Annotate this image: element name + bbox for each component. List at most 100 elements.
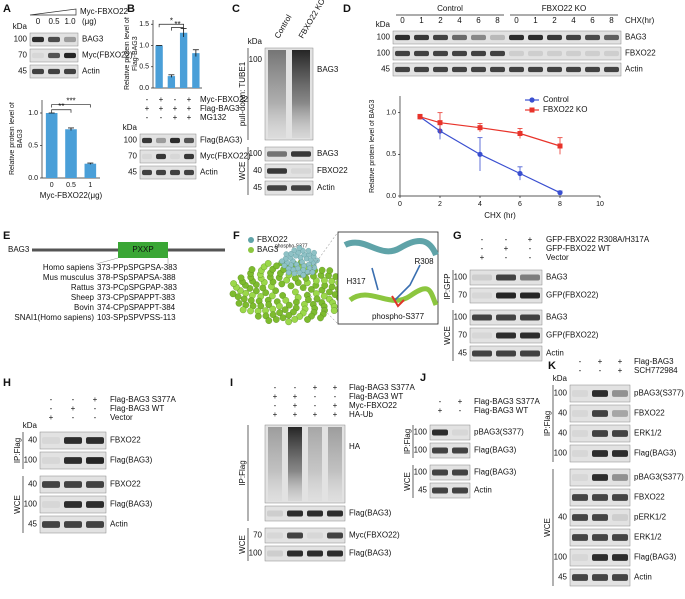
structure-atom [247,307,254,315]
band [509,34,524,41]
bar [155,45,163,88]
band [327,510,343,517]
band [64,501,82,508]
band [528,66,543,73]
condition-sign: - [529,253,532,262]
band [414,34,429,41]
blot [264,527,346,544]
band [48,36,60,43]
band [42,481,60,488]
blot-label: FBXO22 [634,409,665,418]
condition-sign: 0 [514,16,519,25]
x-axis-label: Myc-FBXO22(μg) [40,191,103,200]
band [432,447,448,454]
group-label: IP:Flag [543,411,552,436]
structure-atom [314,257,320,264]
blot-label: Flag(BAG3) [200,136,243,145]
band [432,487,448,494]
band [184,153,194,160]
x-tick-label: 2 [438,201,442,208]
structure-atom [265,301,273,309]
band [170,153,180,160]
band [612,514,628,521]
condition-sign: + [313,383,318,392]
condition-sign: 8 [609,16,614,25]
band [267,151,287,157]
structure-atom [285,269,292,276]
phospho-group [391,295,405,308]
band [42,437,60,444]
band [592,430,608,437]
x-tick-label: 8 [558,201,562,208]
band [395,66,410,73]
condition-label: Myc-FBXO22 [200,95,249,104]
bar [65,129,77,178]
blot [264,163,314,179]
band [433,50,448,57]
band [291,151,311,157]
band [452,50,467,57]
condition-label: SCH772984 [634,366,678,375]
x-tick-label: 0 [398,201,402,208]
kda-marker: 70 [458,331,467,340]
structure-atom [248,266,256,273]
sequence: 103-SPpSPVPSS-113 [97,313,176,322]
blot [139,165,197,180]
group-label: WCE [543,518,552,537]
kda-marker: 100 [454,273,468,282]
smear [268,427,282,501]
group-label: pull-down: TUBE1 [238,61,247,126]
band [64,68,76,75]
structure-atom [237,274,245,282]
smear [292,50,310,138]
band [566,34,581,41]
band [509,66,524,73]
band [604,50,619,57]
band [612,574,628,581]
condition-sign: + [71,404,76,413]
condition-label: Flag-BAG3 WT [474,406,528,415]
significance-label: ** [174,20,180,29]
condition-sign: - [94,413,97,422]
significance-bracket [171,27,184,31]
kda-marker: 40 [28,436,37,445]
kda-marker: 100 [414,468,428,477]
y-tick-label: 0.0 [139,85,149,92]
blot-label: ERK1/2 [634,429,662,438]
helix [343,237,439,257]
structure-atom [230,280,237,287]
structure-atom [285,318,292,326]
sequence: 378-PSpSPAPSA-388 [97,273,176,282]
kda-marker: 100 [24,500,38,509]
blot [429,482,471,499]
structure-atom [279,314,287,322]
band [433,66,448,73]
band [547,66,562,73]
band [142,137,152,144]
zoom-box [337,231,439,325]
condition-sign: + [49,413,54,422]
blot [139,133,197,148]
condition-sign: - [50,395,53,404]
x-tick-label: 4 [478,201,482,208]
kda-marker: 45 [558,573,567,582]
condition-sign: + [273,410,278,419]
kda-marker: 100 [454,313,468,322]
kda-marker: 100 [414,446,428,455]
band [585,50,600,57]
band [471,50,486,57]
band [170,137,180,144]
band [520,292,540,299]
structure-atom [291,316,299,323]
band [547,50,562,57]
band [42,501,60,508]
point [557,143,563,149]
band [395,34,410,41]
structure-atom [282,296,290,304]
motif-box [118,242,168,258]
legend-label: Control [543,95,569,104]
band [496,332,516,339]
kda-marker: 100 [554,389,568,398]
structure-atom [308,286,315,293]
band [267,550,283,557]
